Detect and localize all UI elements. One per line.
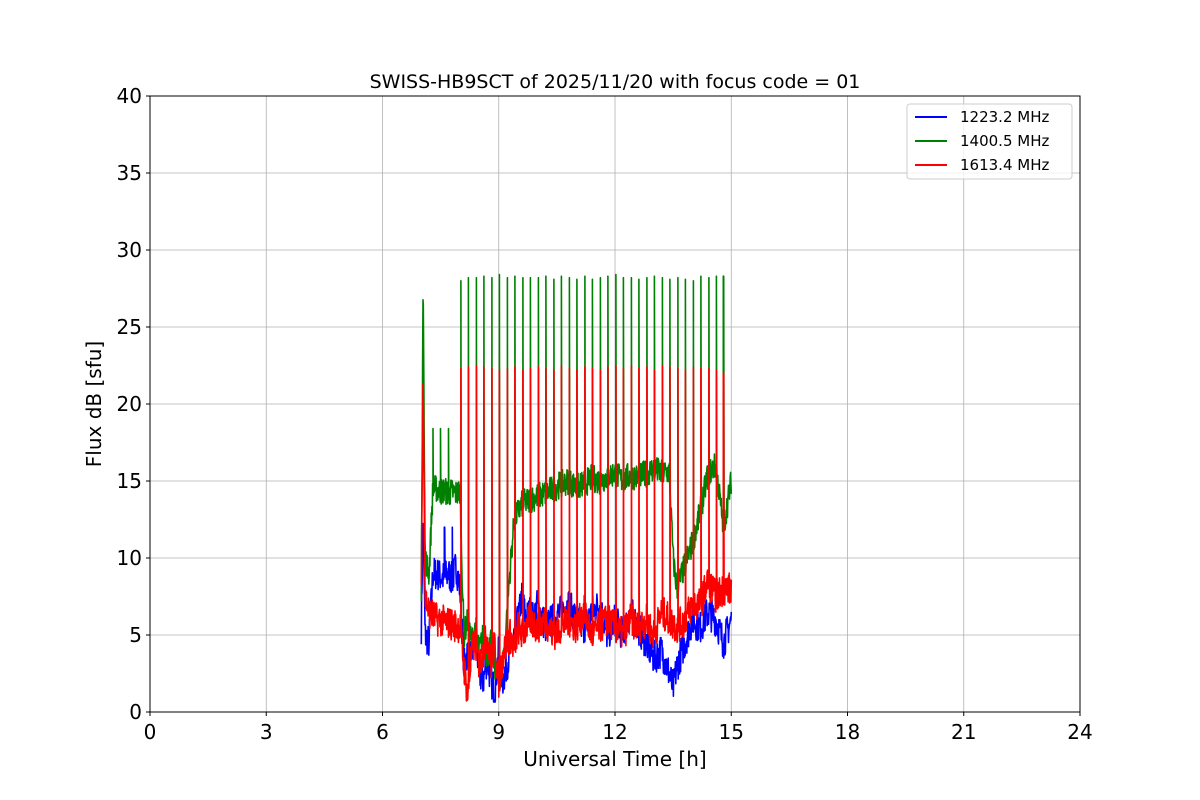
x-tick-label: 18 xyxy=(835,720,860,744)
chart-title: SWISS-HB9SCT of 2025/11/20 with focus co… xyxy=(370,71,861,93)
y-tick-label: 10 xyxy=(117,546,142,570)
x-tick-label: 6 xyxy=(376,720,389,744)
x-tick-label: 24 xyxy=(1067,720,1092,744)
legend-label-1223: 1223.2 MHz xyxy=(960,108,1049,126)
x-tick-label: 15 xyxy=(719,720,744,744)
series-layer xyxy=(420,273,733,703)
x-tick-label: 12 xyxy=(602,720,627,744)
y-tick-label: 15 xyxy=(117,469,142,493)
y-tick-label: 40 xyxy=(117,84,142,108)
x-tick-label: 3 xyxy=(260,720,273,744)
x-tick-label: 9 xyxy=(492,720,505,744)
y-axis-label: Flux dB [sfu] xyxy=(82,341,106,467)
x-tick-label: 0 xyxy=(144,720,157,744)
y-tick-label: 30 xyxy=(117,238,142,262)
y-tick-label: 20 xyxy=(117,392,142,416)
legend-box xyxy=(906,103,1073,180)
x-axis-label: Universal Time [h] xyxy=(523,747,706,771)
y-tick-label: 35 xyxy=(117,161,142,185)
legend: 1223.2 MHz 1400.5 MHz 1613.4 MHz xyxy=(906,103,1073,180)
x-axis: 0 3 6 9 12 15 18 21 24 xyxy=(144,712,1093,744)
y-axis: 0 5 10 15 20 25 30 35 40 xyxy=(117,84,150,724)
y-tick-label: 5 xyxy=(129,623,142,647)
series-line-1613.4 xyxy=(420,364,733,702)
legend-label-1613: 1613.4 MHz xyxy=(960,156,1049,174)
x-tick-label: 21 xyxy=(951,720,976,744)
plot-area xyxy=(420,273,733,703)
y-tick-label: 25 xyxy=(117,315,142,339)
legend-label-1400: 1400.5 MHz xyxy=(960,132,1049,150)
y-tick-label: 0 xyxy=(129,700,142,724)
